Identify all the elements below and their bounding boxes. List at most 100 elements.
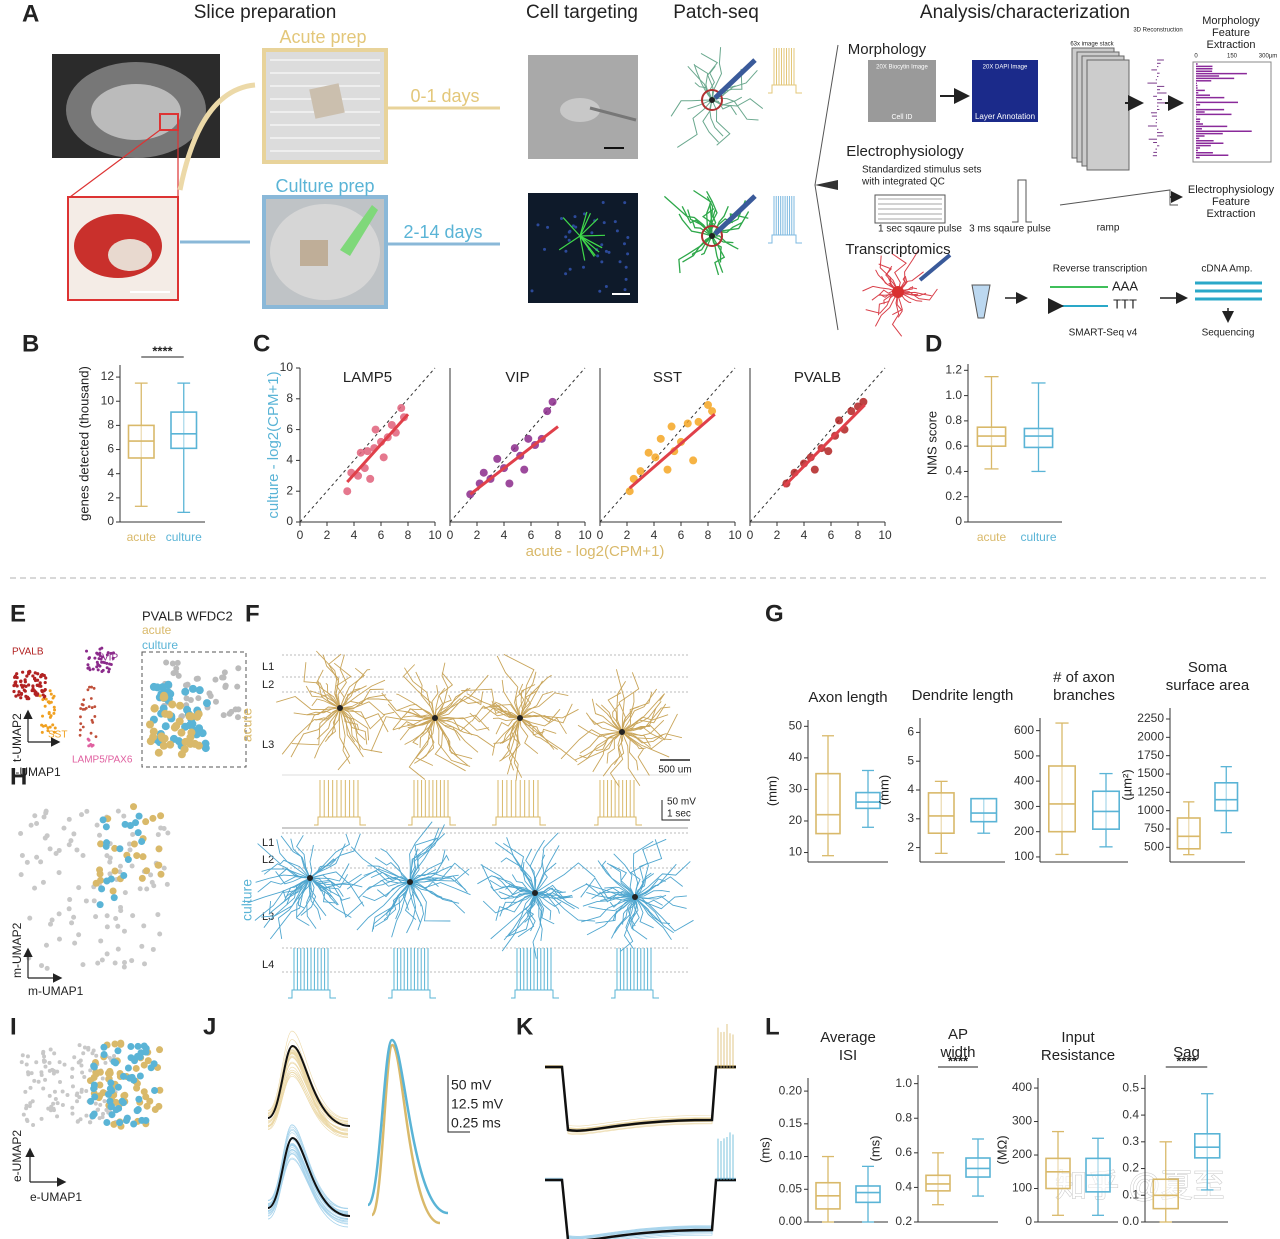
cell-dot [62, 1062, 67, 1067]
x-tick-label: 0 [747, 528, 754, 542]
cell-dot [52, 1051, 57, 1056]
cell-dot [96, 870, 104, 878]
neurite [339, 707, 368, 745]
decoration [579, 211, 588, 237]
cell-dot [53, 708, 57, 712]
cell-dot [94, 735, 98, 739]
y-tick-label: 2 [107, 490, 114, 504]
cell-dot [100, 1050, 108, 1058]
cell-dot [100, 660, 104, 664]
neurite [409, 853, 422, 883]
cell-dot [161, 865, 167, 871]
x-axis: e-UMAP1 [30, 1190, 82, 1204]
cell-dot [95, 960, 101, 966]
cell-dot [161, 722, 170, 731]
cell-dot [39, 1116, 44, 1121]
neurite [309, 863, 350, 882]
neurite [337, 707, 351, 771]
cell-dot [48, 715, 52, 719]
y-tick-label: 0.1 [1122, 1187, 1139, 1201]
chart-title: Sag [1173, 1044, 1200, 1061]
neurite [276, 696, 341, 710]
cell-dot [124, 1064, 132, 1072]
ramp: ramp [1097, 223, 1120, 234]
neurite [693, 63, 713, 101]
cell-dot [111, 656, 115, 660]
cell-dot [86, 1047, 91, 1052]
divider [814, 44, 839, 331]
y-axis-label: (ms) [757, 1137, 772, 1163]
cell-dot [81, 725, 85, 729]
x-tick-label: 10 [428, 528, 442, 542]
slice [300, 240, 328, 266]
x-tick-label: 10 [578, 528, 592, 542]
neurite [534, 892, 580, 909]
cell-dot [112, 960, 118, 966]
cell-dot [100, 670, 104, 674]
neurite [494, 701, 521, 719]
neurite [363, 870, 411, 884]
ap-trace [267, 1149, 349, 1228]
cell-dot [49, 917, 55, 923]
cell-dot [79, 722, 83, 726]
cell-dot [99, 957, 105, 963]
cell-dot [25, 674, 29, 678]
neurite [358, 878, 411, 899]
cell-dot [169, 660, 176, 667]
cell-dot [39, 1070, 44, 1075]
neurite [377, 881, 411, 898]
neurite [517, 892, 536, 938]
cell-dot [110, 1058, 118, 1066]
neurite [534, 845, 560, 894]
nucleus [530, 289, 534, 293]
neurite [499, 717, 521, 762]
neurite [414, 717, 436, 764]
cell-dot [90, 1074, 98, 1082]
cell-dot [92, 879, 100, 887]
cell-dot [86, 663, 90, 667]
y-axis-label: (mm) [764, 776, 779, 806]
fluorescence-image [528, 193, 638, 303]
chart-title: Average [820, 1029, 876, 1046]
x-axis-label: acute - log2(CPM+1) [526, 543, 665, 560]
cell-dot [56, 870, 62, 876]
cell-dot [96, 668, 100, 672]
neurite [255, 874, 311, 883]
cell-dot [133, 1052, 141, 1060]
cell-dot [72, 1055, 77, 1060]
cell-dot [115, 946, 121, 952]
cell-dot [118, 1097, 126, 1105]
neurite [534, 892, 555, 925]
image-stack: 63x image stack [1070, 42, 1114, 48]
tissue-white [108, 239, 152, 271]
y-axis: m-UMAP2 [10, 922, 24, 978]
x-tick-label: 4 [801, 528, 808, 542]
cell-dot [96, 1081, 104, 1089]
neurite [711, 99, 731, 146]
cell-dot [155, 1102, 163, 1110]
neurite [534, 892, 596, 922]
trace [768, 84, 802, 94]
neurite [501, 679, 521, 719]
y-tick-label: 3 [907, 811, 914, 825]
brain-inner [91, 84, 181, 140]
cell-dot [103, 1118, 111, 1126]
neurite [327, 707, 341, 738]
neurite [305, 685, 341, 709]
point [683, 419, 692, 428]
cell-dot [111, 844, 119, 852]
cell-dot [235, 706, 242, 713]
cell-dot [147, 1064, 155, 1072]
box [1048, 765, 1077, 833]
y-tick-label: 20 [789, 813, 803, 827]
culture: culture [239, 879, 255, 921]
cell-dot [29, 1071, 34, 1076]
cell-dot [121, 813, 127, 819]
cell-dot [101, 1111, 106, 1116]
culture-days: 2-14 days [403, 222, 482, 242]
neurite [634, 890, 670, 898]
neurite [525, 848, 536, 894]
cell-dot [160, 693, 169, 702]
cell-dot [43, 688, 47, 692]
decoration [579, 235, 596, 257]
